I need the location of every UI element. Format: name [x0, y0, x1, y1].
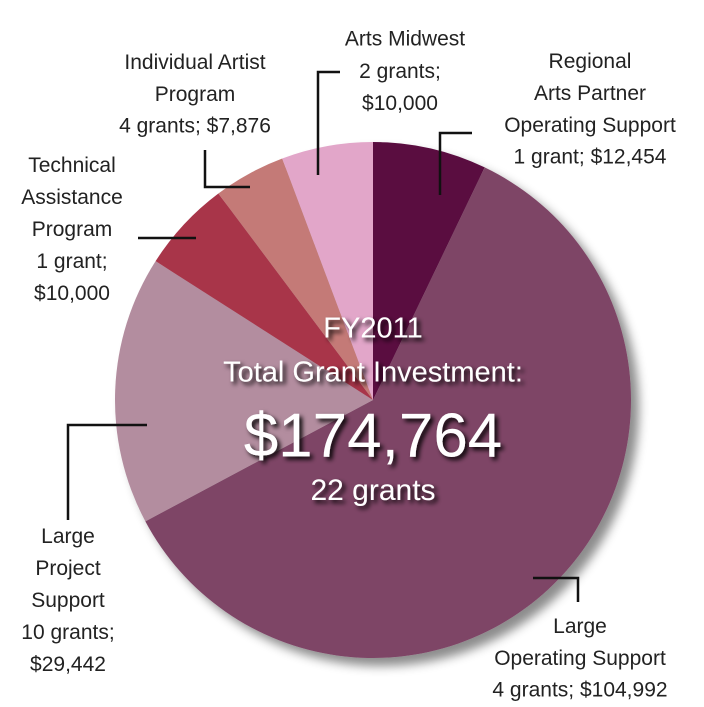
value-label: 1 grant; $10,000 — [34, 250, 110, 305]
value-label: 10 grants; $29,442 — [21, 621, 114, 676]
category-label: Individual Artist Program — [124, 51, 265, 106]
pie-slice — [282, 142, 373, 400]
leader-line — [438, 131, 472, 195]
category-label: Arts Midwest — [345, 28, 465, 51]
value-label: 2 grants; $10,000 — [359, 60, 441, 115]
leader-line — [203, 150, 250, 189]
pie-slice — [373, 142, 485, 400]
pie-slice — [114, 261, 373, 522]
pie-slice — [218, 158, 373, 400]
leader-line — [66, 423, 147, 520]
leader-line — [316, 70, 340, 175]
category-label: Large Operating Support — [494, 615, 666, 670]
annotation: $174,764 — [244, 401, 503, 470]
annotation: FY2011 — [323, 313, 422, 345]
leader-line — [533, 576, 580, 602]
pie-slice — [155, 193, 373, 400]
pie-slice — [145, 167, 631, 658]
leader-lines — [66, 70, 580, 602]
category-label: Large Project Support — [31, 525, 105, 612]
category-label: Technical Assistance Program — [21, 154, 123, 241]
annotation: 22 grants — [310, 474, 435, 507]
value-label: 1 grant; $12,454 — [514, 146, 667, 169]
category-label: Regional Arts Partner Operating Support — [504, 50, 676, 137]
value-label: 4 grants; $104,992 — [492, 679, 667, 702]
annotation: Total Grant Investment: — [223, 357, 523, 389]
pie — [114, 142, 631, 658]
value-label: 4 grants; $7,876 — [119, 115, 271, 138]
